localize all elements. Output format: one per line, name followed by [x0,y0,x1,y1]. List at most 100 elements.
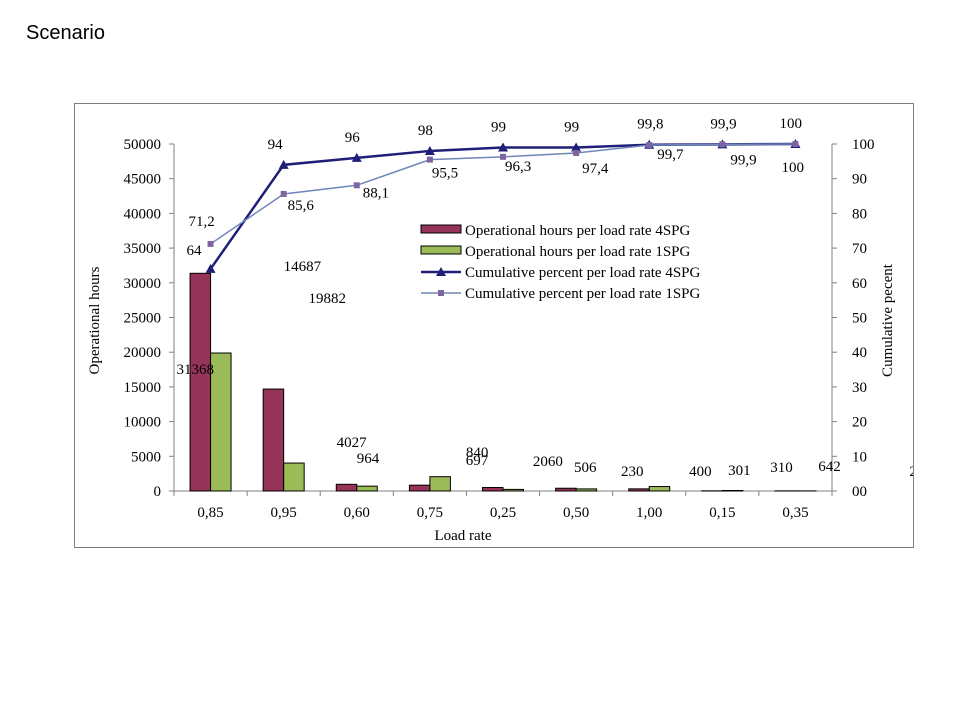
bar-label-1spg: 301 [728,463,751,479]
marker-4spg [205,263,216,273]
bar-1spg [502,488,524,492]
marker-1spg [353,182,360,189]
bar-label-4spg: 506 [574,460,597,476]
x-tick-label: 0,25 [490,505,516,521]
y-tick-label: 45000 [124,172,162,188]
x-tick-label: 1,00 [636,505,662,521]
x-tick-label: 0,75 [417,505,443,521]
line-label-4spg: 99,9 [710,116,736,132]
line-label-1spg: 95,5 [432,166,458,182]
bar-1spg [283,462,305,492]
marker-1spg [280,190,287,197]
y-axis-title: Operational hours [87,266,103,374]
marker-1spg [500,153,506,160]
x-tick-label: 0,15 [709,505,735,521]
legend-label: Operational hours per load rate 4SPG [465,223,691,239]
bar-1spg [429,476,451,492]
bar-label-4spg: 400 [689,464,712,480]
marker-4spg [351,152,362,162]
combo-chart: 0500010000150002000025000300003500040000… [87,116,913,544]
y2-tick-label: 20 [852,415,867,431]
line-label-1spg: 96,3 [505,159,531,175]
line-label-4spg: 99 [491,119,506,135]
bar-label-1spg: 19882 [309,291,347,307]
marker-1spg [426,156,433,163]
line-label-1spg: 99,7 [657,147,684,163]
y2-tick-label: 00 [852,484,867,500]
legend-marker [436,267,446,276]
line-label-4spg: 99,8 [637,117,663,133]
y-tick-label: 25000 [124,311,162,327]
bar-4spg [262,388,285,492]
x-tick-label: 0,35 [782,505,808,521]
line-label-4spg: 100 [779,116,802,132]
y2-tick-label: 10 [852,449,867,465]
line-label-1spg: 88,1 [363,185,389,201]
x-tick-label: 0,60 [344,505,370,521]
y2-tick-label: 50 [852,311,867,327]
bar-1spg [575,488,598,492]
y-tick-label: 30000 [124,276,162,292]
bar-4spg [335,483,358,492]
line-label-1spg: 97,4 [582,161,609,177]
line-label-4spg: 94 [268,137,284,153]
y2-tick-label: 100 [852,137,875,153]
y-tick-label: 10000 [124,415,162,431]
marker-1spg [646,142,653,149]
legend-marker [438,290,444,296]
bar-4spg [189,272,212,492]
line-label-1spg: 100 [781,160,804,176]
marker-1spg [719,141,726,148]
legend-label: Cumulative percent per load rate 1SPG [465,286,701,302]
bar-4spg [482,486,504,492]
line-label-4spg: 96 [345,130,361,146]
y-tick-label: 15000 [124,380,162,396]
bar-label-4spg: 964 [357,451,380,467]
line-label-4spg: 98 [418,123,433,139]
bar-label-4spg: 25 [909,464,913,480]
y-tick-label: 40000 [124,206,162,222]
bar-label-4spg: 840 [466,445,489,461]
bar-4spg [628,488,650,492]
line-label-1spg: 99,9 [730,152,756,168]
line-label-4spg: 99 [564,119,579,135]
x-tick-label: 0,95 [271,505,297,521]
bar-label-1spg: 4027 [337,435,368,451]
bar-label-4spg: 31368 [177,362,215,378]
line-label-1spg: 85,6 [288,198,315,214]
bar-label-1spg: 230 [621,464,644,480]
y2-tick-label: 30 [852,380,867,396]
legend-label: Operational hours per load rate 1SPG [465,244,691,260]
bar-label-1spg: 642 [818,459,841,475]
chart-frame: 0 5000 10000 15000 20000 25000 30000 35000 40000… [74,103,914,548]
line-label-1spg: 71,2 [189,214,215,230]
x-tick-label: 0,50 [563,505,589,521]
y2-axis-title: Cumulative pecent [880,263,896,377]
legend-swatch [420,245,462,255]
y-tick-label: 0 [154,484,162,500]
marker-1spg [207,240,214,247]
marker-4spg [424,145,435,155]
y-tick-label: 5000 [131,449,161,465]
marker-4spg [571,142,582,152]
x-axis-title: Load rate [434,528,491,544]
bar-label-4spg: 310 [770,460,793,476]
slide-title: Scenario [26,22,105,44]
marker-4spg [498,142,508,152]
line-label-4spg: 64 [187,243,203,259]
y-tick-label: 50000 [124,137,162,153]
y-tick-label: 20000 [124,345,162,361]
y2-tick-label: 90 [852,172,867,188]
y2-tick-label: 60 [852,276,867,292]
legend-label: Cumulative percent per load rate 4SPG [465,265,701,281]
bar-1spg [648,486,671,492]
y2-tick-label: 80 [852,206,867,222]
y2-tick-label: 40 [852,345,867,361]
y-tick-label: 35000 [124,241,162,257]
bar-4spg [555,487,577,492]
bar-label-4spg: 14687 [284,259,322,275]
bar-4spg [408,484,431,492]
x-tick-label: 0,85 [197,505,223,521]
legend-swatch [420,224,462,234]
marker-1spg [792,141,799,147]
